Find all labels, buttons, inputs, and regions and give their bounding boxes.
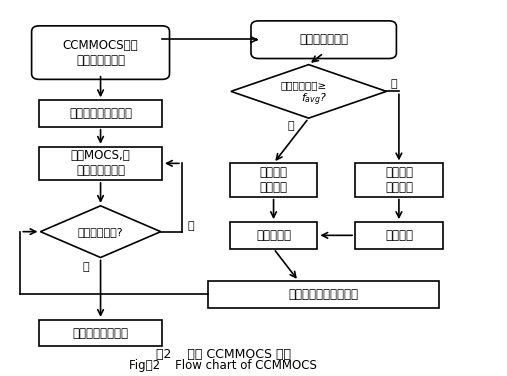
Text: $f_{avg}$?: $f_{avg}$? (301, 91, 327, 108)
FancyBboxPatch shape (39, 147, 162, 180)
Text: 否: 否 (288, 121, 295, 130)
Text: 是: 是 (82, 262, 89, 272)
FancyBboxPatch shape (208, 281, 439, 308)
FancyBboxPatch shape (230, 222, 317, 249)
Text: 比较得到全局最优位置: 比较得到全局最优位置 (288, 288, 358, 301)
Text: 启动混沌云模型: 启动混沌云模型 (299, 33, 348, 46)
Text: Fig．2    Flow chart of CCMMOCS: Fig．2 Flow chart of CCMMOCS (129, 359, 317, 372)
FancyBboxPatch shape (355, 222, 443, 249)
Text: 当前适应度值≥: 当前适应度值≥ (280, 80, 327, 90)
FancyBboxPatch shape (355, 163, 443, 197)
Text: 初始化布谷鸟巢位置: 初始化布谷鸟巢位置 (69, 107, 132, 120)
Polygon shape (41, 206, 161, 258)
Text: 云模型算法: 云模型算法 (256, 229, 291, 242)
FancyBboxPatch shape (251, 21, 396, 59)
Text: 运行MOCS,更
新全局最优位置: 运行MOCS,更 新全局最优位置 (70, 149, 130, 177)
Text: 是: 是 (390, 79, 397, 89)
Text: 满足结束条件?: 满足结束条件? (78, 227, 123, 237)
Text: CCMMOCS算法
基本参数初始化: CCMMOCS算法 基本参数初始化 (63, 39, 138, 67)
Polygon shape (231, 65, 386, 118)
FancyBboxPatch shape (230, 163, 317, 197)
Text: 输出全局最优位置: 输出全局最优位置 (73, 327, 129, 340)
Text: 图2    算法 CCMMOCS 流程: 图2 算法 CCMMOCS 流程 (156, 348, 291, 361)
Text: 较好布谷
鸟巢位置: 较好布谷 鸟巢位置 (260, 166, 287, 194)
FancyBboxPatch shape (31, 26, 169, 79)
Text: 否: 否 (188, 221, 194, 231)
Text: 混沌理论: 混沌理论 (385, 229, 413, 242)
FancyBboxPatch shape (39, 100, 162, 127)
Text: 较差布谷
鸟巢位置: 较差布谷 鸟巢位置 (385, 166, 413, 194)
FancyBboxPatch shape (39, 320, 162, 346)
